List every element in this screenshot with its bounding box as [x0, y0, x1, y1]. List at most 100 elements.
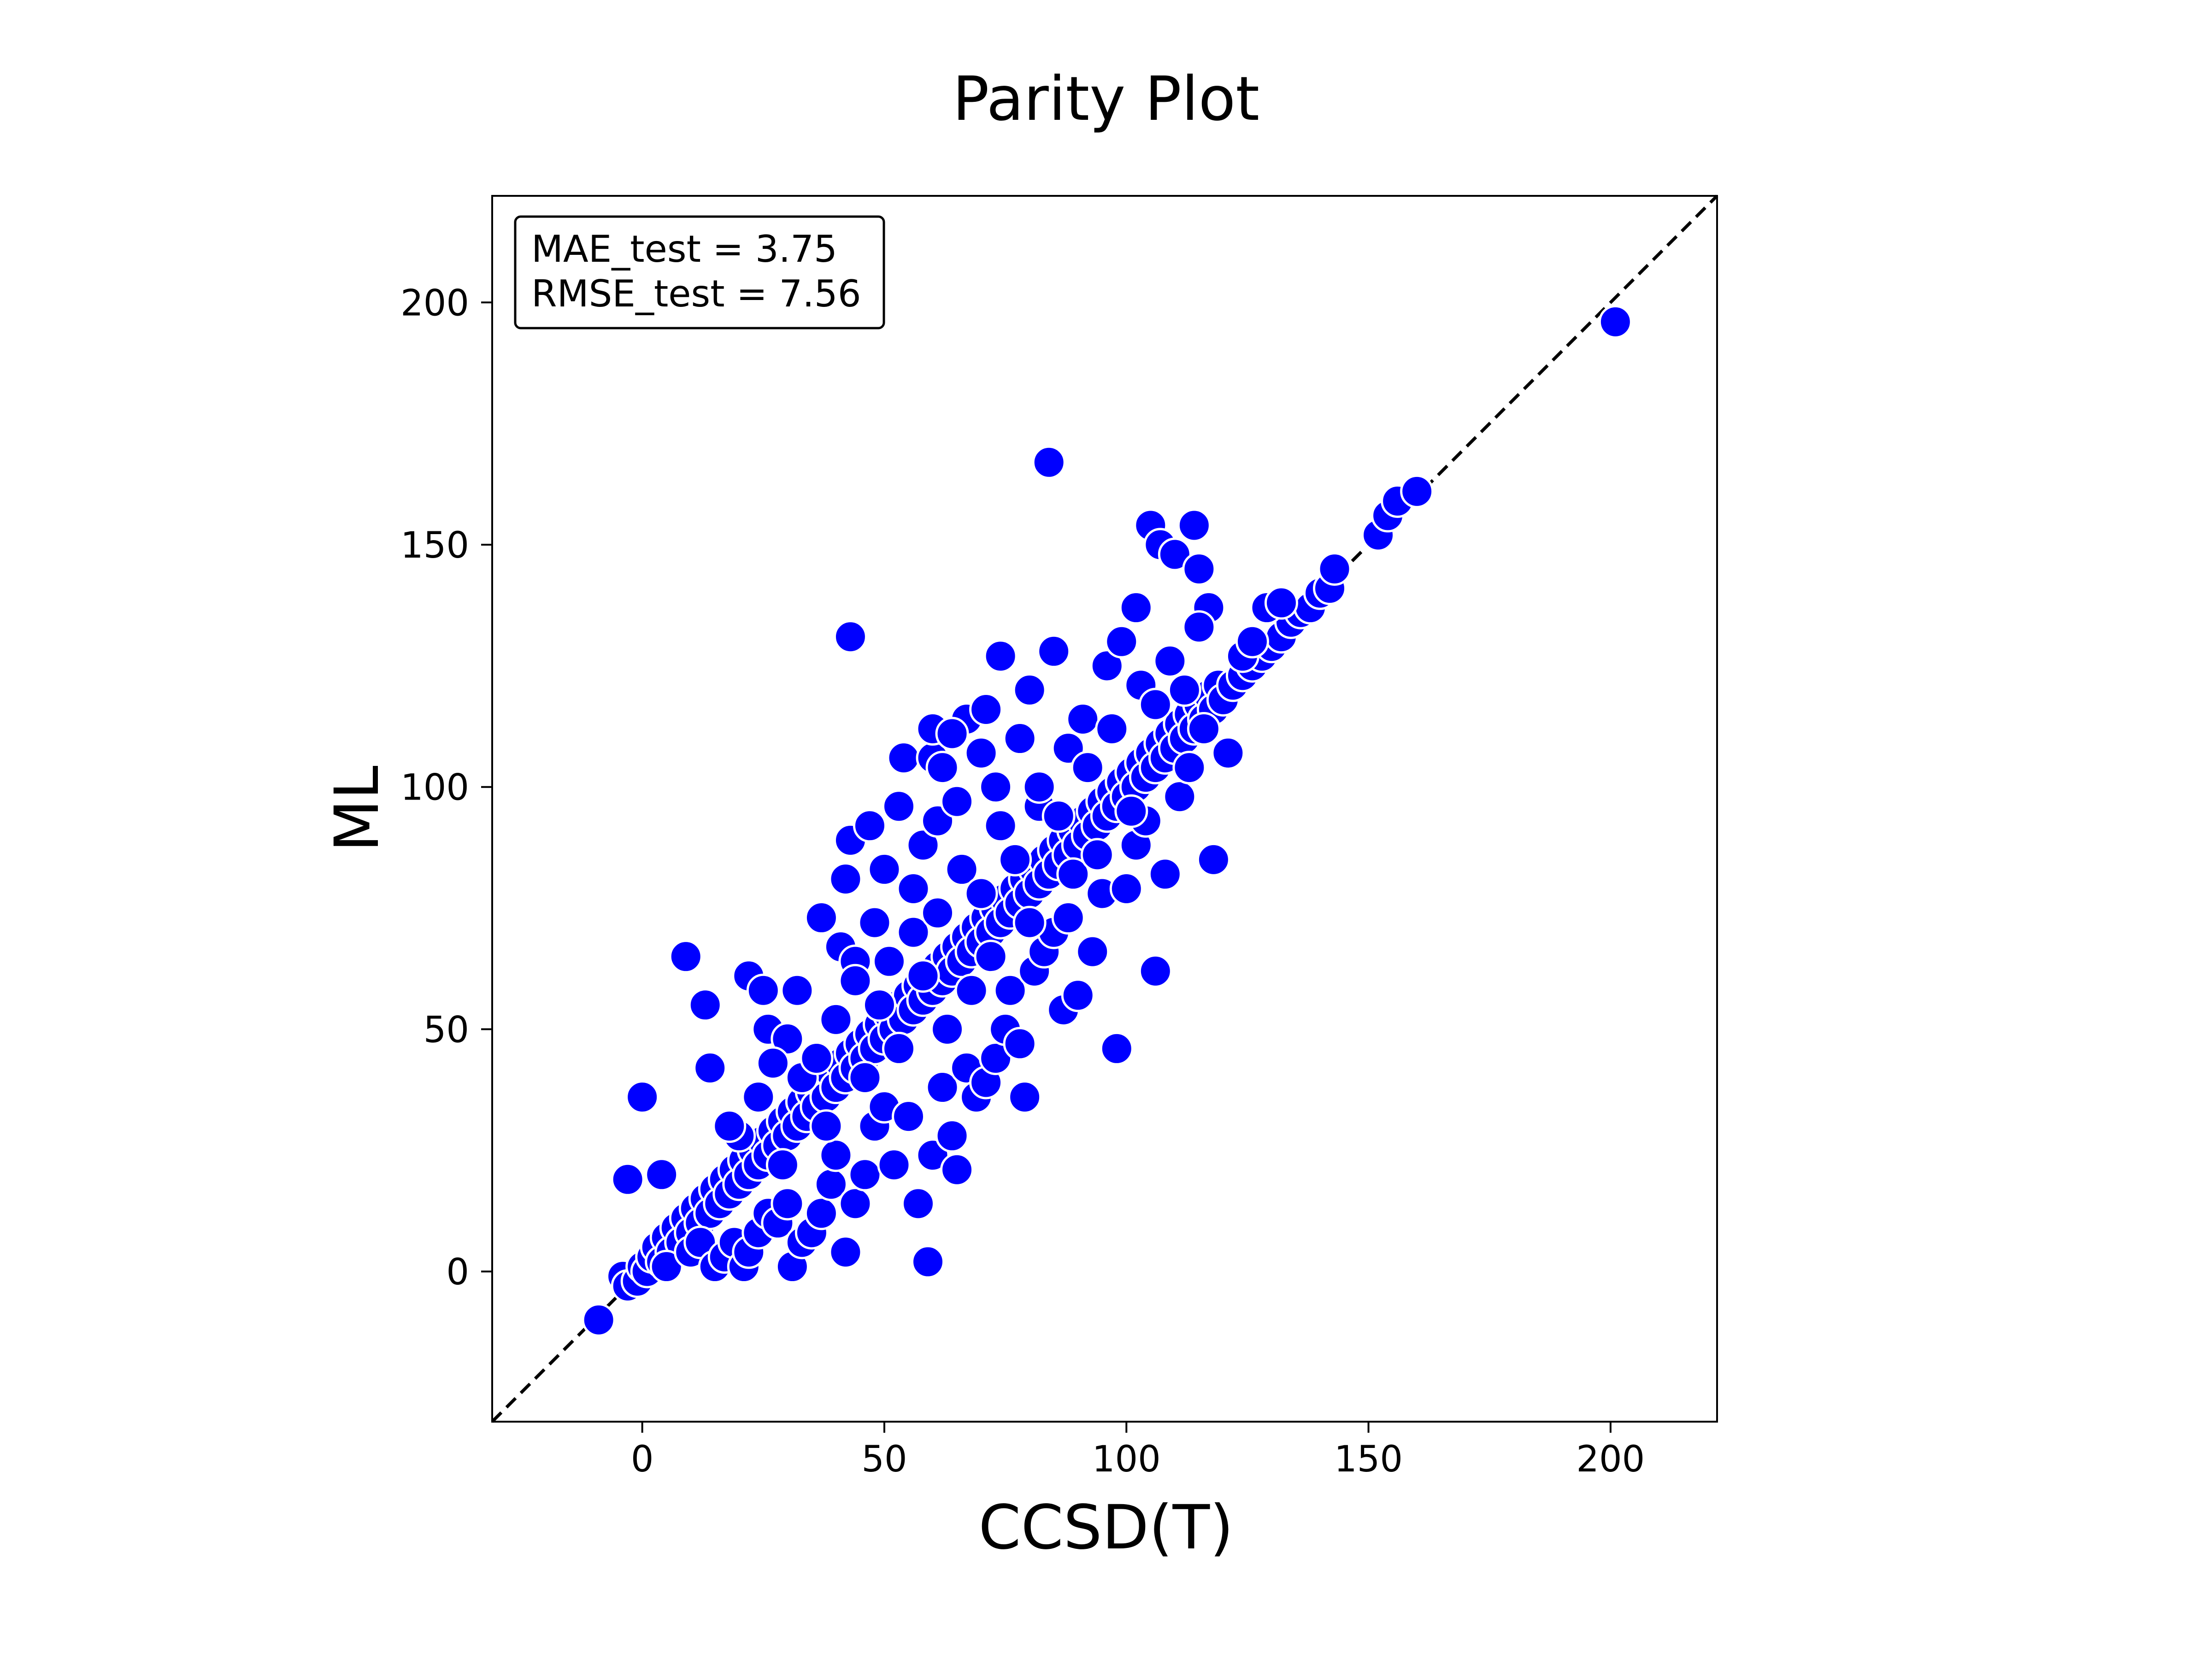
scatter-point: [935, 1119, 969, 1153]
stats-legend-frame: [514, 215, 885, 329]
chart-title: Parity Plot: [953, 64, 1259, 135]
scatter-point: [771, 1022, 805, 1056]
scatter-point: [838, 964, 872, 998]
scatter-point: [867, 852, 901, 886]
scatter-point: [1177, 508, 1211, 542]
scatter-point: [765, 1148, 800, 1182]
scatter-point: [1022, 770, 1056, 804]
x-axis: 0 50 100 150 200: [631, 1422, 1645, 1480]
scatter-point: [1235, 624, 1269, 659]
scatter-point: [746, 973, 780, 1007]
scatter-point: [1080, 838, 1114, 872]
scatter-point: [1061, 978, 1095, 1012]
scatter-point: [983, 809, 1018, 843]
scatter-point: [1003, 722, 1037, 756]
scatter-point: [1003, 1027, 1037, 1061]
scatter-point: [1167, 673, 1201, 707]
scatter-point: [1012, 906, 1047, 940]
scatter-point: [804, 901, 838, 935]
scatter-point: [887, 741, 921, 775]
scatter-point: [1008, 1080, 1042, 1114]
scatter-point: [1196, 842, 1230, 877]
scatter-point: [1138, 954, 1172, 988]
scatter-point: [848, 1158, 882, 1192]
x-axis-label: CCSD(T): [978, 1492, 1233, 1563]
scatter-point: [1066, 702, 1100, 736]
scatter-point: [983, 639, 1018, 673]
scatter-point: [892, 1100, 926, 1134]
scatter-point: [896, 871, 930, 906]
scatter-point: [1105, 624, 1139, 659]
scatter-point: [1109, 871, 1143, 906]
scatter-point: [872, 944, 906, 978]
scatter-point: [954, 973, 988, 1007]
scatter-point: [848, 1061, 882, 1095]
scatter-point: [756, 1046, 790, 1080]
scatter-point: [1172, 751, 1206, 785]
scatter-point: [683, 1225, 718, 1259]
scatter-point: [833, 620, 867, 654]
scatter-point: [896, 915, 930, 949]
scatter-point: [1153, 644, 1187, 678]
scatter-point: [964, 736, 998, 770]
scatter-point: [1032, 445, 1066, 479]
scatter-point: [998, 842, 1032, 877]
scatter-point: [1076, 935, 1110, 969]
scatter-point: [1114, 794, 1148, 828]
scatter-point: [1041, 799, 1076, 833]
x-tick-label: 100: [1092, 1439, 1161, 1480]
scatter-point: [669, 940, 703, 974]
scatter-point: [1051, 901, 1085, 935]
scatter-point: [688, 988, 722, 1022]
scatter-point: [925, 751, 959, 785]
scatter-point: [1148, 857, 1182, 891]
scatter-point: [858, 906, 892, 940]
scatter-point: [1182, 552, 1216, 586]
y-tick-label: 0: [446, 1252, 469, 1293]
scatter-point: [712, 1109, 747, 1143]
scatter-point: [940, 1153, 974, 1187]
scatter-point: [930, 1012, 965, 1046]
scatter-point: [611, 1162, 645, 1196]
scatter-point: [964, 877, 998, 911]
scatter-point: [693, 1051, 727, 1085]
scatter-point: [906, 828, 940, 862]
scatter-point: [974, 940, 1008, 974]
scatter-point: [1090, 649, 1124, 683]
scatter-point: [853, 809, 887, 843]
y-tick-label: 200: [400, 282, 469, 324]
scatter-point: [780, 973, 814, 1007]
scatter-point: [945, 852, 979, 886]
scatter-point: [1056, 857, 1090, 891]
y-tick-label: 100: [400, 767, 469, 809]
x-tick-label: 150: [1334, 1439, 1403, 1480]
scatter-point: [741, 1080, 776, 1114]
scatter-point: [1264, 586, 1298, 620]
scatter-point: [906, 959, 940, 993]
scatter-point: [809, 1109, 843, 1143]
scatter-point: [882, 789, 916, 824]
scatter-point: [1598, 305, 1632, 339]
x-tick-label: 200: [1576, 1439, 1645, 1480]
stats-legend-box: MAE_test = 3.75 RMSE_test = 7.56: [514, 215, 885, 329]
scatter-point: [1318, 552, 1352, 586]
scatter-point: [1400, 474, 1434, 508]
scatter-point: [1012, 673, 1047, 707]
scatter-point: [1095, 712, 1129, 746]
scatter-point: [940, 784, 974, 818]
scatter-point: [993, 973, 1027, 1007]
scatter-point: [1158, 537, 1192, 571]
scatter-point: [979, 770, 1013, 804]
plot-area: [491, 194, 1718, 1423]
plot-frame: [491, 195, 1718, 1423]
scatter-point: [1187, 712, 1221, 746]
mae-test-label: MAE_test = 3.75: [531, 228, 837, 271]
scatter-point: [911, 1245, 945, 1279]
scatter-point: [1182, 610, 1216, 644]
scatter-point: [882, 1031, 916, 1065]
y-tick-label: 150: [400, 525, 469, 566]
scatter-point: [862, 988, 896, 1022]
x-tick-label: 50: [861, 1439, 907, 1480]
scatter-point: [771, 1187, 805, 1221]
